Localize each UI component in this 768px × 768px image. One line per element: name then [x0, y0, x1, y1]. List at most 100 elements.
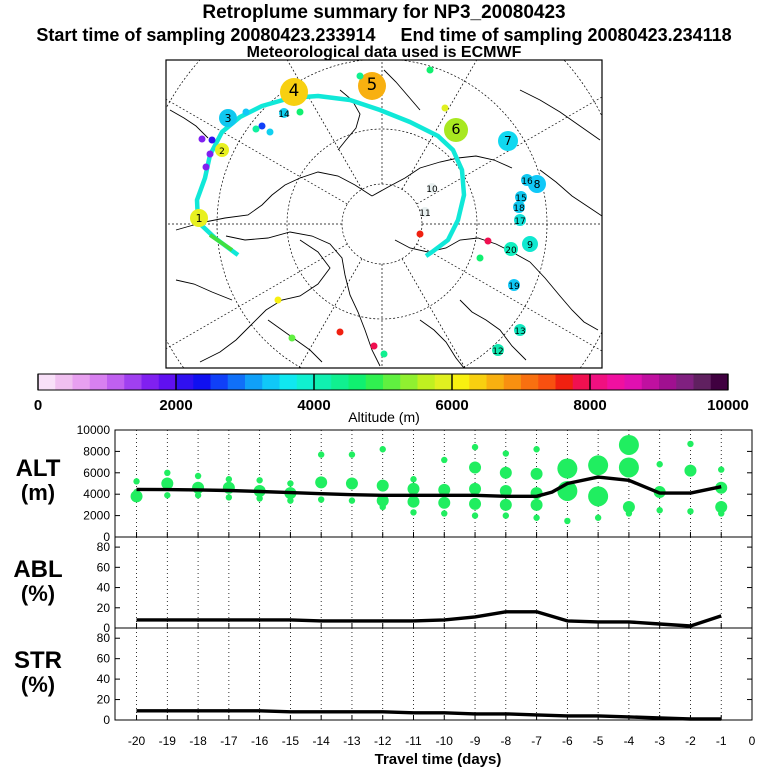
meridian-line [166, 98, 348, 205]
plume-particle-dot [202, 163, 210, 171]
plume-cluster-number: 6 [451, 122, 460, 138]
altitude-cluster-point [345, 477, 358, 490]
x-tick-label: -3 [654, 734, 665, 748]
altitude-cluster-point [441, 510, 448, 517]
altitude-cluster-point [287, 497, 294, 504]
y-tick-label: 8000 [83, 444, 110, 458]
plume-cluster-number: 16 [521, 177, 533, 187]
colorbar-swatch [227, 374, 246, 390]
map-frame [165, 59, 603, 369]
coastline [225, 231, 381, 367]
altitude-cluster-point [317, 451, 325, 458]
altitude-cluster-point [530, 498, 543, 511]
colorbar-swatch [641, 374, 660, 390]
colorbar-swatch [141, 374, 160, 390]
colorbar-swatch [38, 374, 56, 390]
plume-cluster-dot [358, 72, 386, 100]
plume-particle-dot [206, 150, 214, 158]
coastline [267, 319, 323, 363]
meridian-line [416, 96, 602, 205]
panel-ylabel-unit: (m) [21, 480, 55, 505]
plume-cluster-dot [215, 143, 229, 157]
met-data-note: Meteorological data used is ECMWF [246, 44, 522, 61]
y-tick-label: 20 [97, 601, 111, 615]
altitude-cluster-point [718, 510, 725, 517]
y-tick-label: 80 [97, 540, 111, 554]
plume-cluster-number: 14 [278, 110, 290, 120]
altitude-cluster-point [194, 472, 202, 480]
colorbar-swatch [624, 374, 643, 390]
panel-ylabel: ALT [16, 455, 61, 482]
colorbar-swatch [607, 374, 625, 390]
altitude-cluster-point [618, 434, 639, 455]
colorbar-tick-label: 10000 [707, 397, 749, 414]
altitude-cluster-point [225, 494, 233, 501]
colorbar-tick-label: 0 [34, 397, 42, 414]
colorbar-swatch [262, 374, 280, 390]
coastline [169, 109, 209, 139]
panel-alt: 0 2000 4000 6000 8000 10000 ALT(m) [16, 423, 753, 544]
colorbar-swatch [296, 374, 315, 390]
y-tick-label: 80 [97, 631, 111, 645]
x-axis-title: Travel time (days) [375, 751, 502, 768]
plume-particle-dot [484, 237, 492, 245]
altitude-cluster-point [376, 494, 389, 507]
plume-cluster-number: 9 [527, 240, 533, 251]
y-tick-label: 0 [103, 621, 110, 635]
altitude-cluster-point [161, 477, 174, 490]
series-line-abl [136, 610, 722, 628]
plume-particle-dot [274, 296, 282, 304]
meridian-line [401, 258, 466, 368]
colorbar-swatch [469, 374, 487, 390]
colorbar-swatch [124, 374, 142, 390]
colorbar-swatch [365, 374, 384, 390]
plume-cluster-dot [514, 324, 526, 336]
plume-cluster-number: 20 [505, 246, 517, 256]
plume-particle-dot [258, 122, 266, 130]
y-tick-label: 40 [97, 581, 111, 595]
altitude-cluster-point [502, 450, 510, 457]
altitude-cluster-point [438, 496, 451, 509]
altitude-cluster-point [438, 483, 451, 496]
coastline [371, 155, 513, 197]
plume-cluster-number: 19 [508, 282, 520, 292]
plume-cluster-number: 17 [514, 217, 525, 227]
altitude-cluster-point [315, 476, 328, 489]
altitude-cluster-point [164, 492, 171, 499]
coastline [459, 299, 527, 361]
altitude-cluster-point [499, 466, 512, 479]
y-tick-label: 4000 [83, 487, 110, 501]
y-tick-label: 0 [103, 713, 110, 727]
coastline [539, 169, 602, 217]
altitude-cluster-point [625, 510, 633, 517]
y-tick-label: 6000 [83, 466, 110, 480]
colorbar-swatch [659, 374, 677, 390]
altitude-cluster-point [557, 458, 578, 479]
colorbar-swatch [314, 374, 332, 390]
x-tick-label: -6 [562, 734, 573, 748]
plume-particle-dot [198, 135, 206, 143]
altitude-cluster-point [192, 481, 205, 494]
plume-cluster-dot [513, 201, 525, 213]
altitude-cluster-point [533, 514, 540, 521]
plume-cluster-number: 8 [534, 178, 541, 191]
x-tick-label: -7 [531, 734, 542, 748]
altitude-cluster-point [588, 486, 609, 507]
plume-cluster-number: 15 [515, 194, 526, 204]
coastline [529, 261, 599, 331]
x-tick-label: -20 [128, 734, 146, 748]
altitude-cluster-point [256, 495, 263, 502]
plume-cluster-dot [522, 236, 538, 252]
altitude-cluster-point [718, 466, 725, 473]
plume-particle-dot [370, 342, 378, 350]
altitude-cluster-point [194, 492, 202, 499]
colorbar-swatch [417, 374, 436, 390]
plume-cluster-number: 10 [426, 185, 438, 195]
y-tick-label: 60 [97, 652, 111, 666]
altitude-cluster-point [471, 512, 479, 519]
plume-cluster-dot [279, 108, 289, 118]
plume-particle-dot [208, 136, 216, 144]
plume-particle-dot [380, 350, 388, 358]
altitude-cluster-point [410, 476, 417, 483]
